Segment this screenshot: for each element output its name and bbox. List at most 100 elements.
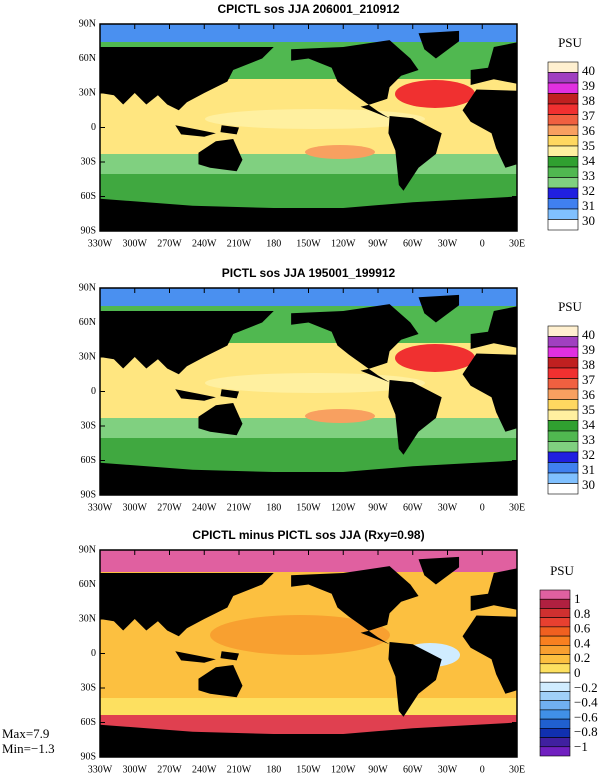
lat-label: 60N <box>79 579 96 590</box>
colorbar-box <box>547 451 579 463</box>
colorbar-box <box>547 166 579 178</box>
lat-label: 0 <box>91 386 96 397</box>
colorbar-box <box>539 728 571 738</box>
colorbar-label: 33 <box>582 168 595 183</box>
colorbar-box <box>547 187 579 199</box>
colorbar-label: 34 <box>582 417 596 432</box>
colorbar-box <box>539 626 571 637</box>
lon-label: 270W <box>157 764 182 775</box>
map <box>100 288 517 495</box>
colorbar-box <box>539 663 571 674</box>
colorbar-box <box>539 737 571 748</box>
colorbar-label: −0.6 <box>574 709 598 724</box>
lon-label: 180 <box>266 502 281 513</box>
lon-label: 240W <box>192 764 217 775</box>
colorbar-box <box>547 399 579 411</box>
lon-label: 120W <box>331 238 356 249</box>
colorbar-unit: PSU <box>558 35 582 50</box>
colorbar-box <box>547 483 579 495</box>
colorbar-box <box>539 691 571 701</box>
colorbar-box <box>547 103 579 115</box>
colorbar-box <box>539 746 571 757</box>
colorbar-box <box>539 672 571 683</box>
pacific-fresh <box>205 109 425 129</box>
map <box>100 550 517 757</box>
lon-label: 270W <box>157 238 182 249</box>
lon-label: 0 <box>480 502 485 513</box>
lon-label: 90W <box>368 502 388 513</box>
colorbar-box <box>547 378 579 390</box>
colorbar-label: 32 <box>582 183 595 198</box>
colorbar-box <box>539 718 571 729</box>
colorbar-box <box>547 420 579 432</box>
colorbar-label: 31 <box>582 462 595 477</box>
lat-label: 90N <box>79 282 96 293</box>
colorbar-box <box>547 325 579 337</box>
colorbar-label: 0.6 <box>574 621 591 636</box>
colorbar-label: 0.2 <box>574 650 590 665</box>
colorbar-label: 33 <box>582 432 595 447</box>
colorbar-box <box>547 135 579 147</box>
lon-label: 30W <box>438 502 458 513</box>
panel-title: CPICTL minus PICTL sos JJA (Rxy=0.98) <box>192 528 424 542</box>
colorbar-box <box>547 61 579 73</box>
max-stat: Max=7.9 <box>2 726 49 741</box>
colorbar-label: 1 <box>574 591 581 606</box>
colorbar-box <box>547 198 579 210</box>
lon-label: 330W <box>88 238 113 249</box>
colorbar-label: 40 <box>582 327 595 342</box>
lon-label: 120W <box>331 764 356 775</box>
lat-label: 90S <box>80 489 96 500</box>
lat-label: 30N <box>79 87 96 98</box>
colorbar-label: 37 <box>582 372 596 387</box>
colorbar-label: 36 <box>582 387 596 402</box>
colorbar-box <box>547 388 579 400</box>
lat-label: 90S <box>80 225 96 236</box>
colorbar-label: 38 <box>582 357 595 372</box>
lon-label: 240W <box>192 502 217 513</box>
colorbar-label: 32 <box>582 447 595 462</box>
lat-label: 0 <box>91 648 96 659</box>
lon-label: 150W <box>296 238 321 249</box>
colorbar-box <box>539 700 571 711</box>
pacific-fresh <box>205 373 425 393</box>
lon-label: 270W <box>157 502 182 513</box>
colorbar-label: 0 <box>574 665 581 680</box>
lon-label: 60W <box>403 502 423 513</box>
south-pale <box>100 698 517 715</box>
lon-label: 30W <box>438 764 458 775</box>
colorbar-box <box>547 336 579 348</box>
colorbar-label: 35 <box>582 138 595 153</box>
lon-label: 330W <box>88 502 113 513</box>
colorbar-box <box>547 462 579 474</box>
map <box>100 24 517 232</box>
lon-label: 30W <box>438 238 458 249</box>
colorbar-box <box>539 589 571 600</box>
lat-label: 60S <box>80 455 96 466</box>
lon-label: 30E <box>509 764 525 775</box>
panel-title: CPICTL sos JJA 206001_210912 <box>217 2 399 16</box>
atlantic-salty <box>395 344 475 372</box>
lon-label: 0 <box>480 764 485 775</box>
colorbar-label: 36 <box>582 123 596 138</box>
lon-label: 60W <box>403 764 423 775</box>
colorbar-label: 31 <box>582 198 595 213</box>
colorbar-box <box>547 124 579 136</box>
lat-label: 30S <box>80 420 96 431</box>
colorbar-box <box>547 357 579 369</box>
colorbar-label: −0.8 <box>574 724 598 739</box>
lat-label: 60S <box>80 191 96 202</box>
colorbar-label: 0.8 <box>574 606 590 621</box>
lon-label: 30E <box>509 502 525 513</box>
colorbar-box <box>539 598 571 609</box>
colorbar-box <box>547 441 579 453</box>
lon-label: 150W <box>296 764 321 775</box>
lon-label: 210W <box>227 502 252 513</box>
lat-label: 30N <box>79 351 96 362</box>
colorbar-label: 0.4 <box>574 635 591 650</box>
lon-label: 300W <box>123 238 148 249</box>
lon-label: 180 <box>266 238 281 249</box>
colorbar-label: −0.2 <box>574 680 598 695</box>
lon-label: 90W <box>368 764 388 775</box>
